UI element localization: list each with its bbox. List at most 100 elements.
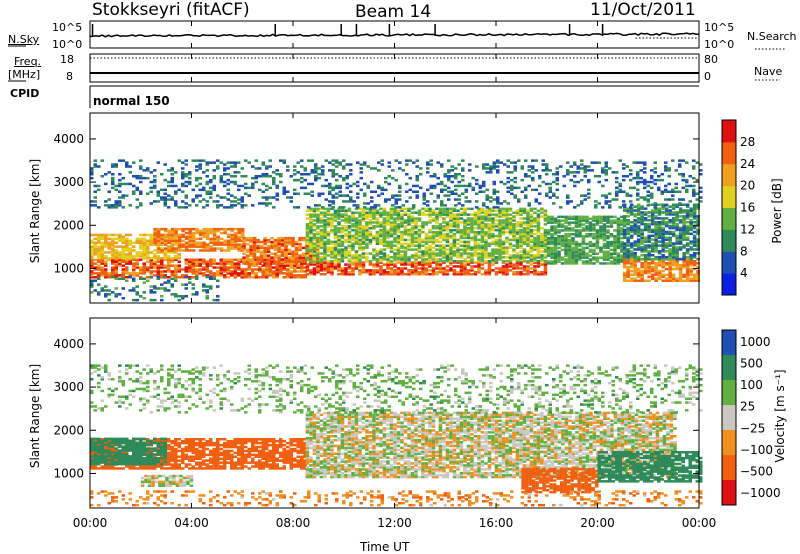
power-cell — [226, 227, 231, 231]
power-cell — [484, 260, 488, 263]
power-cell — [459, 213, 464, 216]
power-cell — [205, 291, 209, 294]
power-cell — [654, 209, 658, 212]
power-cell — [496, 161, 500, 164]
power-cell — [407, 242, 411, 245]
power-cell — [389, 207, 394, 211]
power-cell — [557, 235, 561, 238]
power-cell — [461, 178, 465, 182]
power-cell — [417, 213, 422, 216]
power-cell — [685, 236, 690, 239]
power-cell — [163, 204, 167, 207]
power-cell — [445, 258, 450, 261]
power-cell — [114, 251, 118, 254]
power-cell — [146, 192, 150, 195]
power-cell — [261, 260, 265, 263]
power-cell — [682, 262, 686, 265]
power-cell — [100, 235, 104, 239]
noise-series — [89, 24, 700, 39]
power-cell — [198, 176, 202, 180]
power-cell — [216, 200, 220, 203]
power-cell — [606, 262, 610, 265]
power-cell — [312, 263, 317, 266]
power-cell — [153, 229, 157, 233]
power-cell — [379, 265, 383, 268]
power-cell — [431, 209, 436, 212]
power-cell — [457, 202, 461, 205]
power-cell — [389, 221, 394, 224]
power-cell — [457, 184, 461, 188]
power-cell — [188, 171, 192, 174]
power-cell — [581, 240, 586, 244]
power-cell — [599, 217, 603, 220]
power-cell — [498, 254, 502, 257]
power-cell — [170, 184, 174, 188]
power-cell — [417, 236, 422, 240]
power-cell — [678, 240, 683, 243]
power-cell — [333, 227, 338, 230]
power-cell — [181, 239, 185, 242]
power-cell — [473, 250, 478, 253]
power-cell — [564, 262, 568, 265]
power-cell — [167, 194, 171, 197]
power-cell — [485, 198, 489, 201]
power-cell — [685, 271, 690, 275]
power-cell — [661, 260, 665, 263]
power-cell — [543, 267, 548, 270]
power-cell — [407, 209, 411, 212]
power-cell — [328, 161, 332, 164]
power-cell — [564, 217, 568, 220]
power-cell — [365, 213, 369, 216]
power-cell — [291, 260, 295, 263]
power-cell — [696, 230, 700, 234]
power-cell — [633, 260, 637, 263]
power-cell — [177, 255, 181, 258]
power-cell — [323, 256, 327, 259]
power-cell — [484, 244, 488, 247]
power-cell — [633, 205, 637, 208]
power-cell — [319, 258, 324, 261]
power-cell — [678, 211, 683, 214]
power-cell — [567, 233, 572, 236]
power-cell — [459, 234, 464, 238]
power-cell — [512, 232, 516, 236]
power-cell — [349, 198, 353, 201]
power-cell — [501, 211, 506, 214]
power-cell — [657, 257, 662, 261]
power-cell — [97, 251, 101, 254]
power-cell — [496, 190, 500, 193]
power-cell — [198, 264, 202, 267]
power-cell — [389, 246, 394, 249]
power-cell — [254, 176, 258, 180]
power-cell — [438, 244, 443, 247]
power-cell — [375, 234, 380, 238]
power-cell — [323, 221, 327, 224]
power-cell — [202, 268, 206, 271]
power-cell — [654, 207, 658, 210]
power-cell — [435, 244, 439, 247]
power-cell — [237, 161, 241, 164]
power-cell — [431, 273, 436, 276]
power-cell — [470, 228, 474, 232]
power-cell — [636, 279, 641, 282]
power-cell — [480, 219, 485, 222]
power-cell — [508, 221, 513, 224]
power-cell — [643, 213, 648, 216]
power-cell — [188, 176, 192, 180]
power-cell — [170, 231, 175, 235]
power-cell — [456, 213, 460, 216]
power-cell — [328, 182, 332, 186]
power-cell — [505, 252, 509, 255]
power-cell — [114, 270, 118, 273]
power-cell — [668, 267, 672, 271]
power-cell — [167, 264, 171, 267]
power-cell — [595, 215, 600, 219]
power-cell — [622, 215, 627, 218]
power-cell — [640, 222, 644, 226]
power-cell — [111, 243, 115, 246]
power-cell — [240, 196, 244, 199]
power-cell — [97, 264, 101, 267]
power-cell — [515, 223, 520, 226]
power-cell — [156, 237, 161, 241]
power-cell — [174, 270, 178, 273]
